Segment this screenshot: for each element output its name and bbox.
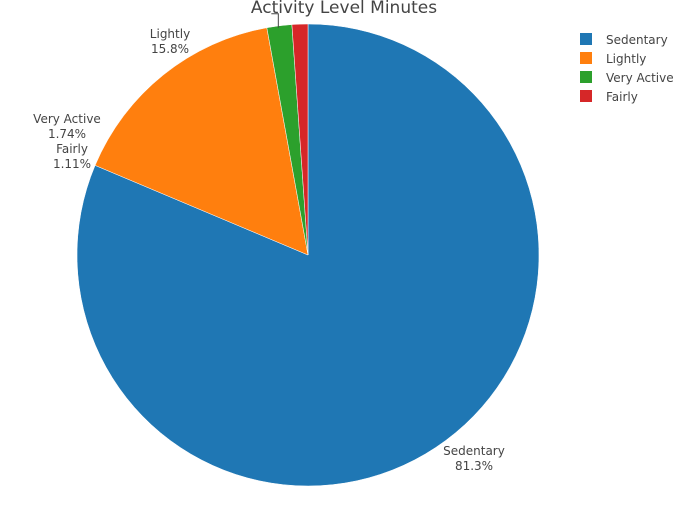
pie-slice-lightly[interactable] (94, 27, 309, 256)
legend-label-sedentary: Sedentary (606, 33, 668, 47)
legend-item-lightly[interactable]: Lightly (580, 52, 646, 66)
legend-item-sedentary[interactable]: Sedentary (580, 33, 668, 47)
slice-value-fairly: 1.11% (53, 157, 91, 171)
chart-title: Activity Level Minutes (251, 0, 437, 18)
legend-swatch-sedentary (580, 33, 592, 45)
legend-label-lightly: Lightly (606, 52, 646, 66)
slice-label-fairly: Fairly (56, 142, 88, 156)
legend-swatch-fairly (580, 90, 592, 102)
leader-line-very-active (271, 13, 279, 28)
legend-label-fairly: Fairly (606, 90, 638, 104)
legend-label-very-active: Very Active (606, 71, 674, 85)
legend-swatch-lightly (580, 52, 592, 64)
pie-slices (76, 23, 540, 487)
legend-item-very-active[interactable]: Very Active (580, 71, 674, 85)
legend: Sedentary Lightly Very Active Fairly (580, 33, 674, 104)
slice-value-very-active: 1.74% (48, 127, 86, 141)
legend-item-fairly[interactable]: Fairly (580, 90, 638, 104)
slice-label-lightly: Lightly (150, 27, 190, 41)
legend-swatch-very-active (580, 71, 592, 83)
pie-slice-fairly[interactable] (291, 23, 309, 256)
slice-value-sedentary: 81.3% (455, 459, 493, 473)
slice-value-lightly: 15.8% (151, 42, 189, 56)
slice-label-sedentary: Sedentary (443, 444, 505, 458)
slice-label-very-active: Very Active (33, 112, 101, 126)
